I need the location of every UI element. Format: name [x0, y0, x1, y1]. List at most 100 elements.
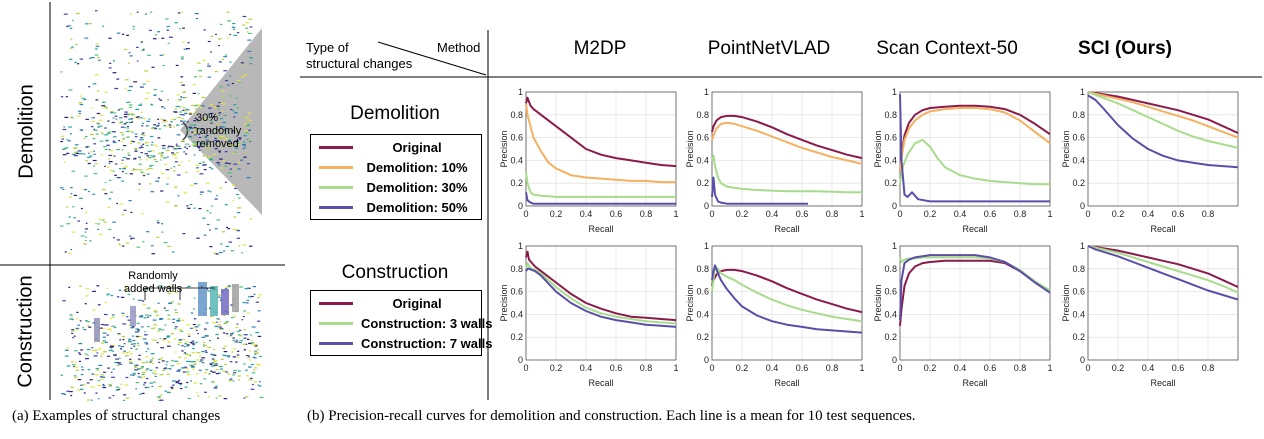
lidar-point [149, 155, 154, 157]
lidar-point [102, 25, 105, 27]
lidar-point [235, 147, 239, 149]
lidar-point [215, 385, 218, 387]
lidar-point [178, 342, 182, 344]
x-tick-label: 0.8 [1202, 209, 1215, 219]
lidar-point [192, 368, 195, 370]
lidar-point [229, 379, 231, 381]
lidar-point [215, 195, 219, 197]
lidar-point [75, 329, 79, 331]
lidar-point [123, 167, 127, 169]
lidar-point [151, 339, 155, 341]
lidar-point [84, 23, 89, 25]
lidar-point [165, 125, 168, 128]
lidar-point [198, 128, 201, 130]
lidar-point [211, 205, 214, 207]
lidar-point [210, 370, 213, 372]
lidar-point [199, 75, 202, 78]
lidar-point [231, 26, 236, 28]
y-tick-label: 0.8 [696, 264, 709, 274]
lidar-point [100, 154, 103, 156]
lidar-point [157, 222, 160, 224]
lidar-point [169, 167, 173, 169]
lidar-point [125, 172, 128, 175]
lidar-point [221, 95, 224, 97]
lidar-point [119, 132, 124, 134]
lidar-point [158, 328, 162, 330]
lidar-point [128, 118, 132, 120]
lidar-point [221, 231, 225, 233]
lidar-point [130, 353, 133, 355]
lidar-point [121, 336, 126, 338]
lidar-point [90, 57, 95, 59]
lidar-point [138, 359, 142, 361]
x-tick-label: 0.2 [1112, 363, 1125, 373]
lidar-point [218, 137, 223, 139]
lidar-point [127, 62, 130, 64]
lidar-point [229, 361, 233, 363]
lidar-point [199, 383, 203, 385]
y-axis-label: Precision [685, 284, 695, 321]
x-tick-label: 0.4 [1142, 363, 1155, 373]
lidar-point [169, 145, 173, 147]
lidar-point [116, 78, 120, 80]
lidar-point [98, 233, 103, 235]
lidar-point [239, 138, 242, 140]
series-line [1087, 91, 1239, 139]
lidar-point [131, 326, 135, 328]
lidar-point [218, 112, 222, 114]
lidar-point [233, 369, 238, 372]
lidar-point [111, 350, 114, 352]
y-tick-label: 0.8 [510, 264, 523, 274]
lidar-point [176, 148, 179, 150]
lidar-point [184, 386, 188, 388]
lidar-point [178, 379, 181, 381]
lidar-point [188, 160, 191, 162]
x-tick-label: 0.2 [1112, 209, 1125, 219]
lidar-point [170, 301, 175, 303]
lidar-point [175, 143, 178, 145]
lidar-point [247, 39, 252, 41]
lidar-point [94, 163, 98, 165]
lidar-point [177, 318, 181, 320]
lidar-point [232, 332, 235, 334]
lidar-point [243, 135, 248, 137]
lidar-point [120, 121, 123, 123]
lidar-point [172, 153, 177, 156]
lidar-point [178, 28, 181, 30]
lidar-point [70, 330, 75, 332]
lidar-point [175, 382, 179, 384]
lidar-point [147, 168, 150, 170]
lidar-point [236, 229, 239, 231]
lidar-point [214, 139, 217, 141]
lidar-point [134, 331, 139, 333]
lidar-point [157, 137, 161, 139]
lidar-point [74, 155, 78, 157]
lidar-point [138, 189, 141, 191]
lidar-point [132, 339, 136, 342]
lidar-point [157, 118, 160, 120]
lidar-point [237, 207, 242, 209]
lidar-point [222, 354, 225, 356]
lidar-point [76, 152, 80, 155]
lidar-point [191, 365, 195, 367]
lidar-point [207, 346, 211, 348]
lidar-point [142, 371, 146, 373]
lidar-point [161, 231, 164, 233]
lidar-point [175, 124, 180, 126]
lidar-point [249, 218, 253, 220]
legend-swatch [319, 185, 353, 189]
lidar-point [138, 336, 143, 338]
lidar-point [161, 360, 165, 362]
lidar-point [162, 339, 166, 341]
lidar-point [186, 344, 190, 346]
lidar-point [150, 327, 154, 329]
lidar-point [193, 297, 196, 299]
y-tick-label: 1 [518, 241, 523, 251]
lidar-point [237, 334, 241, 336]
lidar-point [212, 359, 215, 361]
lidar-point [163, 368, 167, 370]
lidar-point [140, 145, 143, 147]
lidar-point [167, 368, 171, 370]
lidar-point [122, 245, 125, 247]
lidar-point [133, 373, 136, 375]
